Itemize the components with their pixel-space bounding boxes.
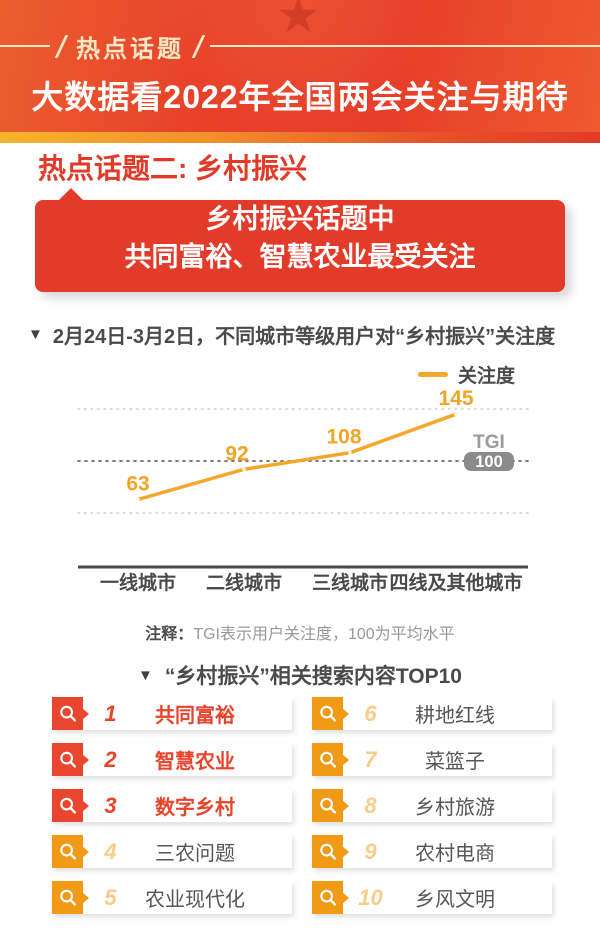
callout-line-1: 乡村振兴话题中 [205, 204, 395, 234]
attention-line [136, 412, 458, 502]
rank-number: 3 [104, 792, 117, 818]
topic-badge-label: 热点话题 [76, 35, 184, 63]
chart-legend: 关注度 [417, 361, 515, 388]
notch-icon [82, 891, 89, 904]
notch-icon [82, 753, 89, 766]
value-label-2: 108 [326, 426, 361, 449]
point-dot-0 [136, 497, 140, 502]
top10-column-left: 1 共同富裕 2 智慧农业 3 数字乡村 4 三农问题 5 农业现代化 [52, 697, 292, 927]
list-item: 2 智慧农业 [52, 743, 292, 776]
tgi-label: TGI [473, 432, 505, 453]
item-label: 智慧农业 [155, 751, 235, 773]
triangle-down-icon: ▼ [137, 666, 153, 684]
search-icon [52, 743, 89, 776]
rank-number: 5 [104, 884, 117, 910]
rank-number: 8 [364, 792, 377, 818]
callout-pointer [58, 188, 84, 201]
item-label: 乡村旅游 [415, 797, 495, 819]
triangle-down-icon: ▼ [28, 326, 43, 343]
chart-footnote: 注释：TGI表示用户关注度，100为平均水平 [0, 620, 600, 644]
search-icon [312, 881, 349, 914]
header-banner: ★ 热点话题 大数据看2022年全国两会关注与期待 [0, 0, 600, 132]
search-icon [312, 835, 349, 868]
rank-number: 6 [364, 700, 377, 726]
search-icon [312, 743, 349, 776]
page-title: 大数据看2022年全国两会关注与期待 [31, 79, 569, 115]
slash-icon-right [191, 34, 206, 58]
search-icon [52, 789, 89, 822]
point-dot-1 [242, 467, 246, 472]
list-item: 7 菜篮子 [312, 743, 552, 776]
point-dot-3 [454, 412, 458, 416]
notch-icon [82, 799, 89, 812]
x-tick-3: 四线及其他城市 [389, 571, 522, 594]
item-label: 数字乡村 [155, 797, 235, 819]
notch-icon [342, 707, 349, 720]
notch-icon [342, 845, 349, 858]
callout-line-2: 共同富裕、智慧农业最受关注 [124, 242, 476, 272]
x-tick-1: 二线城市 [206, 571, 282, 594]
notch-icon [342, 753, 349, 766]
item-label: 共同富裕 [155, 705, 235, 727]
x-tick-0: 一线城市 [100, 571, 176, 594]
section-title: 热点话题二: 乡村振兴 [38, 153, 308, 184]
search-icon [52, 697, 89, 730]
rank-number: 2 [104, 746, 117, 772]
list-item: 3 数字乡村 [52, 789, 292, 822]
rank-number: 7 [364, 746, 377, 772]
chart-heading-text: 2月24日-3月2日，不同城市等级用户对“乡村振兴”关注度 [52, 326, 556, 348]
list-item: 5 农业现代化 [52, 881, 292, 914]
item-label: 乡风文明 [415, 889, 495, 911]
value-label-3: 145 [438, 390, 473, 410]
list-item: 1 共同富裕 [52, 697, 292, 730]
chart-heading: ▼ 2月24日-3月2日，不同城市等级用户对“乡村振兴”关注度 [28, 320, 555, 349]
topic-badge: 热点话题 [0, 32, 600, 63]
rank-number: 1 [104, 700, 117, 726]
notch-icon [342, 891, 349, 904]
gradient-divider [0, 132, 600, 143]
search-icon [312, 697, 349, 730]
star-icon: ★ [276, 0, 321, 43]
top10-heading-text: “乡村振兴”相关搜索内容TOP10 [164, 665, 462, 688]
footnote-text: TGI表示用户关注度，100为平均水平 [193, 626, 455, 643]
search-icon [52, 881, 89, 914]
legend-label: 关注度 [457, 366, 515, 387]
legend-line-swatch [417, 372, 448, 377]
notch-icon [342, 799, 349, 812]
value-label-0: 63 [126, 473, 149, 496]
footnote-prefix: 注释： [145, 626, 194, 643]
item-label: 农业现代化 [145, 889, 245, 911]
item-label: 农村电商 [415, 843, 495, 865]
top10-heading: ▼ “乡村振兴”相关搜索内容TOP10 [0, 660, 600, 690]
tgi-badge-value: 100 [475, 453, 503, 471]
x-tick-2: 三线城市 [312, 571, 388, 594]
notch-icon [82, 845, 89, 858]
top10-list: 1 共同富裕 2 智慧农业 3 数字乡村 4 三农问题 5 农业现代化 6 耕地红 [52, 697, 552, 927]
list-item: 9 农村电商 [312, 835, 552, 868]
value-label-1: 92 [225, 442, 248, 465]
rank-number: 10 [358, 884, 383, 910]
list-item: 4 三农问题 [52, 835, 292, 868]
rank-number: 4 [104, 838, 117, 864]
item-label: 三农问题 [155, 843, 235, 865]
search-icon [312, 789, 349, 822]
item-label: 耕地红线 [415, 705, 495, 727]
list-item: 8 乡村旅游 [312, 789, 552, 822]
top10-column-right: 6 耕地红线 7 菜篮子 8 乡村旅游 9 农村电商 10 乡风文明 [312, 697, 552, 927]
list-item: 6 耕地红线 [312, 697, 552, 730]
notch-icon [82, 707, 89, 720]
highlight-callout: 乡村振兴话题中 共同富裕、智慧农业最受关注 [35, 188, 565, 292]
list-item: 10 乡风文明 [312, 881, 552, 914]
tgi-line-chart: 63 92 108 145 TGI 100 一线城市 二线城市 三线城市 四线及… [77, 390, 529, 594]
tgi-badge [464, 452, 514, 471]
item-label: 菜篮子 [425, 751, 485, 773]
rank-number: 9 [364, 838, 377, 864]
badge-line-right [210, 45, 600, 47]
search-icon [52, 835, 89, 868]
badge-line-left [0, 45, 50, 47]
point-dot-2 [348, 450, 352, 455]
slash-icon-left [54, 34, 69, 58]
